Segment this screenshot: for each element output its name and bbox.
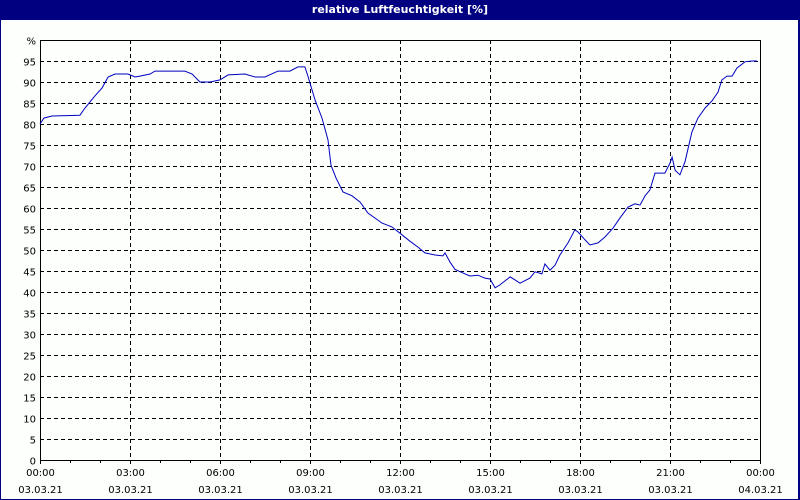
y-tick-label: 55 <box>23 226 36 237</box>
x-axis-labels: 00:00 03.03.21 03:00 03.03.21 06:00 03.03.21 0… <box>18 468 783 496</box>
y-tick-label: 80 <box>23 121 36 132</box>
x-tick-date: 03.03.21 <box>198 485 243 496</box>
x-tick-date: 03.03.21 <box>288 485 333 496</box>
y-tick-label: 40 <box>23 289 36 300</box>
chart-panel <box>1 20 798 499</box>
y-tick-label: 30 <box>23 331 36 342</box>
y-tick-label: 15 <box>23 394 36 405</box>
data-series <box>39 60 757 289</box>
y-tick-label: 50 <box>23 247 36 258</box>
x-tick-date: 03.03.21 <box>558 485 603 496</box>
x-tick-date: 03.03.21 <box>108 485 153 496</box>
x-tick-time: 09:00 <box>296 468 325 479</box>
y-tick-label: 45 <box>23 268 36 279</box>
plot-frame <box>40 40 761 461</box>
y-tick-label: % <box>26 37 36 48</box>
axes <box>40 40 761 464</box>
y-tick-label: 85 <box>23 100 36 111</box>
x-tick-time: 03:00 <box>116 468 145 479</box>
y-tick-label: 60 <box>23 205 36 216</box>
x-tick-time: 00:00 <box>26 468 55 479</box>
y-tick-label: 10 <box>23 415 36 426</box>
x-tick-time: 15:00 <box>476 468 505 479</box>
x-tick-date: 03.03.21 <box>378 485 423 496</box>
grid-lines <box>40 40 760 460</box>
x-tick-time: 21:00 <box>656 468 685 479</box>
x-tick-time: 18:00 <box>566 468 595 479</box>
x-tick-time: 00:00 <box>746 468 775 479</box>
x-tick-date: 03.03.21 <box>468 485 513 496</box>
y-tick-label: 65 <box>23 184 36 195</box>
y-tick-label: 95 <box>23 58 36 69</box>
y-axis-labels: 0 5 10 15 20 25 30 35 40 45 50 55 60 65 70 75 80 85 90 95% <box>23 37 36 468</box>
x-tick-time: 06:00 <box>206 468 235 479</box>
x-tick-date: 03.03.21 <box>648 485 693 496</box>
humidity-line <box>39 60 757 289</box>
y-tick-label: 5 <box>30 436 36 447</box>
chart-title: relative Luftfeuchtigkeit [%] <box>311 3 489 16</box>
x-tick-date: 04.03.21 <box>738 485 783 496</box>
y-tick-label: 35 <box>23 310 36 321</box>
x-tick-time: 12:00 <box>386 468 415 479</box>
y-tick-label: 70 <box>23 163 36 174</box>
y-tick-label: 25 <box>23 352 36 363</box>
y-tick-label: 75 <box>23 142 36 153</box>
x-tick-date: 03.03.21 <box>18 485 63 496</box>
y-tick-label: 0 <box>30 457 36 468</box>
y-tick-label: 20 <box>23 373 36 384</box>
y-tick-label: 90 <box>23 79 36 90</box>
